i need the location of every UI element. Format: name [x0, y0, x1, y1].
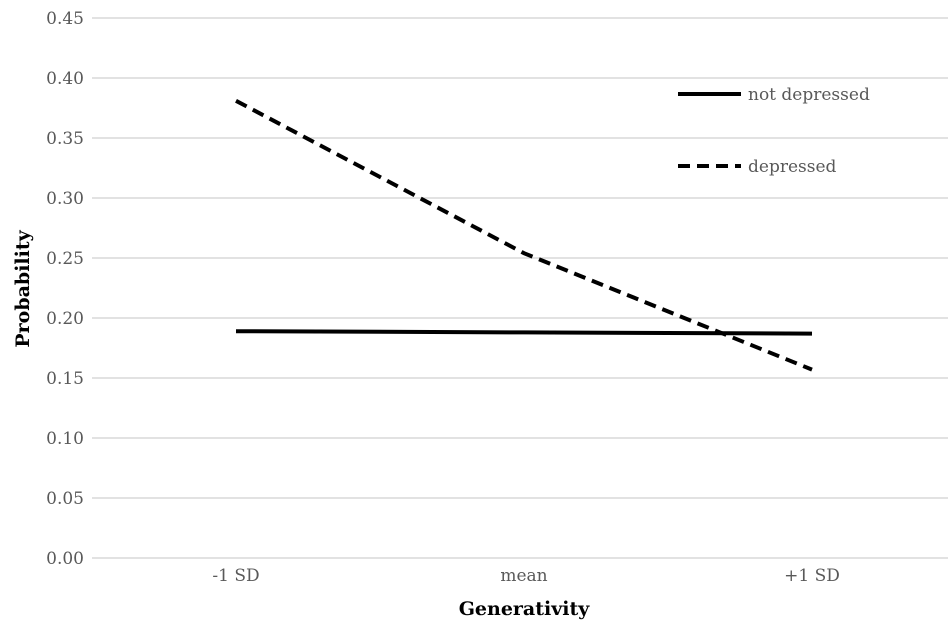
y-tick-label: 0.10 [46, 429, 84, 449]
x-tick-labels: -1 SD mean +1 SD [212, 566, 840, 586]
x-tick-label: -1 SD [212, 566, 259, 586]
y-tick-label: 0.25 [46, 249, 84, 269]
y-axis-title: Probability [12, 229, 34, 347]
y-tick-label: 0.20 [46, 309, 84, 329]
y-tick-label: 0.15 [46, 369, 84, 389]
y-tick-labels: 0.00 0.05 0.10 0.15 0.20 0.25 0.30 0.35 0.40 0.45 [46, 9, 84, 569]
y-tick-label: 0.05 [46, 489, 84, 509]
x-tick-label: +1 SD [784, 566, 840, 586]
series-lines [235, 99, 813, 372]
y-tick-label: 0.00 [46, 549, 84, 569]
y-tick-label: 0.45 [46, 9, 84, 29]
y-tick-label: 0.35 [46, 129, 84, 149]
legend: not depressed depressed [678, 85, 870, 177]
series-line-not-depressed [235, 329, 813, 336]
x-tick-label: mean [500, 566, 547, 586]
y-tick-label: 0.40 [46, 69, 84, 89]
gridlines [92, 17, 948, 559]
y-tick-label: 0.30 [46, 189, 84, 209]
series-line-depressed [235, 99, 813, 372]
legend-label-depressed: depressed [748, 157, 837, 177]
x-axis-title: Generativity [459, 598, 591, 620]
legend-label-not-depressed: not depressed [748, 85, 870, 105]
